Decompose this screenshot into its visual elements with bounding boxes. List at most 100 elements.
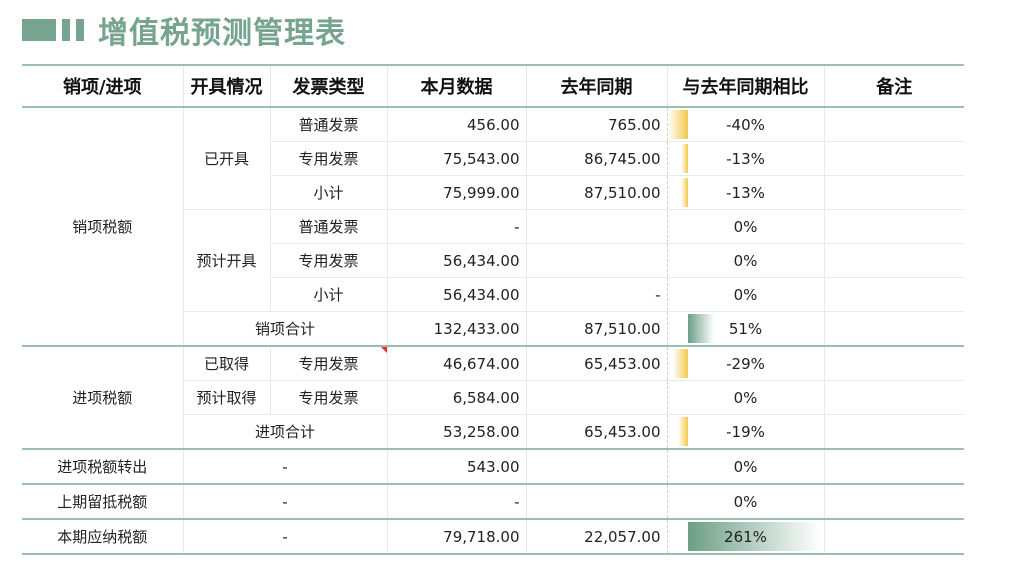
compare-percent: 0%: [733, 388, 758, 407]
current-value-cell: -: [386, 484, 526, 520]
compare-cell: 0%: [666, 209, 824, 244]
category-cell: 进项税额转出: [22, 449, 183, 485]
table-row: 进项税额 已取得 专用发票 46,674.00 65,453.00 -29%: [22, 346, 964, 450]
type-cell: 普通发票: [269, 209, 387, 244]
remark-cell: [823, 380, 964, 415]
compare-cell: 261%: [666, 519, 824, 555]
status-cell: 预计开具: [182, 209, 270, 312]
compare-percent: 261%: [724, 527, 767, 546]
table-row: 预计取得 专用发票 6,584.00 0%: [22, 380, 964, 415]
subtotal-label-cell: 销项合计: [182, 311, 387, 347]
last-year-cell: 22,057.00: [525, 519, 667, 555]
current-value-cell: 75,543.00: [386, 141, 526, 176]
status-cell: 已取得: [182, 346, 270, 381]
last-year-cell: [525, 380, 667, 415]
current-value-cell: -: [386, 209, 526, 244]
type-cell: 小计: [269, 175, 387, 210]
header-cell: 去年同期: [525, 64, 667, 108]
current-value-cell: 132,433.00: [386, 311, 526, 347]
detail-cell: -: [182, 519, 387, 555]
remark-cell: [823, 449, 964, 485]
current-value-cell: 56,434.00: [386, 243, 526, 278]
last-year-cell: [525, 243, 667, 278]
compare-percent: -13%: [726, 149, 765, 168]
compare-cell: 0%: [666, 277, 824, 312]
compare-cell: 0%: [666, 380, 824, 415]
current-value-cell: 6,584.00: [386, 380, 526, 415]
table-row: 销项合计 132,433.00 87,510.00 51%: [22, 311, 964, 347]
current-value-cell: 75,999.00: [386, 175, 526, 210]
current-value-cell: 79,718.00: [386, 519, 526, 555]
compare-bar: [672, 349, 688, 378]
table-row: 上期留抵税额 - - 0%: [22, 484, 964, 520]
title-bar: 增值税预测管理表: [22, 10, 346, 51]
header-cell: 与去年同期相比: [666, 64, 824, 108]
table-row: 小计 75,999.00 87,510.00 -13%: [22, 175, 964, 210]
last-year-cell: [525, 484, 667, 520]
detail-cell: -: [182, 449, 387, 485]
compare-bar: [680, 144, 688, 173]
table-row: 小计 56,434.00 - 0%: [22, 277, 964, 312]
compare-cell: 0%: [666, 243, 824, 278]
detail-cell: -: [182, 484, 387, 520]
current-value-cell: 456.00: [386, 107, 526, 142]
status-cell: 预计取得: [182, 380, 270, 415]
current-value-cell: 46,674.00: [386, 346, 526, 381]
category-cell: 销项税额: [22, 107, 183, 347]
compare-cell: -19%: [666, 414, 824, 450]
category-cell: 本期应纳税额: [22, 519, 183, 555]
table-row: 进项税额转出 - 543.00 0%: [22, 449, 964, 485]
last-year-cell: 65,453.00: [525, 346, 667, 381]
remark-cell: [823, 243, 964, 278]
compare-cell: 51%: [666, 311, 824, 347]
remark-cell: [823, 141, 964, 176]
header-cell: 发票类型: [269, 64, 387, 108]
type-cell: 普通发票: [269, 107, 387, 142]
page-title: 增值税预测管理表: [98, 16, 346, 51]
table-row: 专用发票 75,543.00 86,745.00 -13%: [22, 141, 964, 176]
title-block-icon: [22, 19, 56, 41]
status-cell: 已开具: [182, 107, 270, 210]
compare-percent: 0%: [733, 492, 758, 511]
table-row: 专用发票 56,434.00 0%: [22, 243, 964, 278]
last-year-cell: 86,745.00: [525, 141, 667, 176]
type-cell: 专用发票: [269, 243, 387, 278]
last-year-cell: 765.00: [525, 107, 667, 142]
remark-cell: [823, 107, 964, 142]
compare-percent: 0%: [733, 285, 758, 304]
compare-cell: -40%: [666, 107, 824, 142]
compare-bar: [687, 314, 714, 343]
last-year-cell: 65,453.00: [525, 414, 667, 450]
header-cell: 销项/进项: [22, 64, 183, 108]
current-value-cell: 56,434.00: [386, 277, 526, 312]
table-row: 预计开具 普通发票 - 0%: [22, 209, 964, 312]
compare-bar: [687, 522, 820, 551]
subtotal-label-cell: 进项合计: [182, 414, 387, 450]
header-row: 销项/进项 开具情况 发票类型 本月数据 去年同期 与去年同期相比 备注: [22, 64, 964, 108]
category-cell: 进项税额: [22, 346, 183, 450]
remark-cell: [823, 519, 964, 555]
header-cell: 备注: [823, 64, 964, 108]
compare-percent: 0%: [733, 251, 758, 270]
compare-percent: -13%: [726, 183, 765, 202]
remark-cell: [823, 175, 964, 210]
type-cell: 专用发票: [269, 380, 387, 415]
remark-cell: [823, 277, 964, 312]
type-cell: 专用发票: [269, 141, 387, 176]
compare-cell: -13%: [666, 175, 824, 210]
title-block-icon: [62, 19, 70, 41]
compare-cell: 0%: [666, 449, 824, 485]
compare-bar: [667, 110, 688, 139]
remark-cell: [823, 209, 964, 244]
current-value-cell: 53,258.00: [386, 414, 526, 450]
last-year-cell: [525, 209, 667, 244]
compare-cell: 0%: [666, 484, 824, 520]
type-cell: 小计: [269, 277, 387, 312]
last-year-cell: -: [525, 277, 667, 312]
header-cell: 开具情况: [182, 64, 270, 108]
current-value-cell: 543.00: [386, 449, 526, 485]
type-label: 专用发票: [298, 355, 359, 373]
compare-bar: [677, 417, 688, 446]
remark-cell: [823, 414, 964, 450]
compare-percent: 0%: [733, 457, 758, 476]
